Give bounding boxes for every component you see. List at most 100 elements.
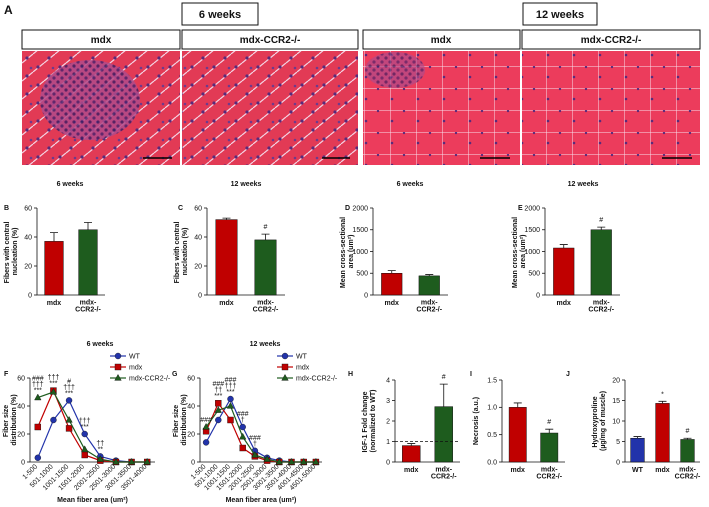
annotation: ### xyxy=(237,411,249,418)
column-box xyxy=(362,29,521,50)
group-title: 12 weeks xyxy=(536,9,584,21)
y-axis-label: Mean cross-sectional area (um²) xyxy=(512,215,527,288)
panel-label: C xyxy=(178,205,183,212)
y-tick-label: 2 xyxy=(386,418,390,425)
data-point xyxy=(215,416,222,424)
data-point xyxy=(251,450,259,458)
data-point xyxy=(312,457,320,465)
error-bar xyxy=(439,383,448,407)
data-point xyxy=(81,445,89,452)
axis xyxy=(29,378,155,463)
annotation: *** xyxy=(49,381,57,388)
data-point xyxy=(275,457,283,465)
y-tick-label: 1500 xyxy=(352,227,368,234)
annotation: †† xyxy=(96,440,104,447)
y-tick-label: 500 xyxy=(528,271,540,278)
y-axis-label: Mean cross-sectional area (um²) xyxy=(340,215,355,288)
data-point xyxy=(287,457,296,465)
column-title: mdx-CCR2-/- xyxy=(240,35,301,46)
y-tick-label: 0 xyxy=(616,459,620,466)
x-tick-label: mdx xyxy=(511,467,526,474)
y-tick-label: 20 xyxy=(17,431,25,438)
panel-label: E xyxy=(518,205,523,212)
data-point xyxy=(227,416,234,424)
error-bar xyxy=(261,233,270,240)
y-tick-label: 60 xyxy=(187,375,195,382)
bar xyxy=(402,445,421,463)
data-point xyxy=(34,423,42,431)
y-tick-label: 5 xyxy=(616,439,620,446)
data-point xyxy=(65,425,73,432)
panel-label: B xyxy=(4,205,9,212)
data-point xyxy=(34,454,42,461)
y-tick-label: 40 xyxy=(187,403,195,410)
legend-label: mdx-CCR2-/- xyxy=(129,376,171,383)
y-tick-label: 0 xyxy=(191,459,195,466)
chart-title: 6 weeks xyxy=(57,181,84,188)
bar xyxy=(434,406,453,463)
legend-marker xyxy=(114,363,122,371)
legend-label: mdx xyxy=(129,365,143,372)
annotation: † xyxy=(253,441,257,448)
error-bar xyxy=(222,217,231,220)
bar xyxy=(44,241,64,296)
annotation: # xyxy=(67,378,71,385)
series-line xyxy=(37,389,148,463)
data-point xyxy=(239,444,246,452)
data-point xyxy=(227,395,234,403)
chart-title: 6 weeks xyxy=(87,341,114,348)
annotation: ### xyxy=(225,377,237,384)
error-bar xyxy=(50,232,58,242)
y-tick-label: 20 xyxy=(194,263,202,270)
error-bar xyxy=(425,274,434,276)
y-tick-label: 0 xyxy=(28,292,32,299)
data-point xyxy=(34,393,42,401)
y-tick-label: 10 xyxy=(612,418,620,425)
bar xyxy=(508,407,527,463)
y-tick-label: 1500 xyxy=(524,227,540,234)
data-point xyxy=(202,422,210,430)
error-bar xyxy=(84,222,92,230)
annotation: *** xyxy=(65,390,73,397)
chart-title: 6 weeks xyxy=(397,181,424,188)
x-tick-label: mdx-CCR2-/- xyxy=(536,467,562,481)
y-tick-label: 500 xyxy=(356,271,368,278)
y-tick-label: 0.5 xyxy=(487,432,497,439)
x-tick-label: mdx-CCR2-/- xyxy=(75,300,101,314)
y-tick-label: 0.0 xyxy=(487,459,497,466)
y-tick-label: 0 xyxy=(536,292,540,299)
panel-label: J xyxy=(566,371,570,378)
error-bar xyxy=(658,400,667,404)
annotation: † xyxy=(241,417,245,424)
y-tick-label: 60 xyxy=(194,205,202,212)
x-tick-label: WT xyxy=(632,467,644,474)
y-axis-label: IGF-1 Fold change (normalized to WT) xyxy=(362,389,377,452)
annotation: # xyxy=(442,374,446,381)
y-tick-label: 20 xyxy=(187,431,195,438)
column-title: mdx xyxy=(91,35,112,46)
header-box xyxy=(181,2,259,26)
legend-marker xyxy=(114,352,122,360)
data-point xyxy=(202,439,210,446)
x-tick-label: mdx-CCR2-/- xyxy=(253,300,279,314)
error-bar xyxy=(597,226,606,230)
y-tick-label: 15 xyxy=(612,398,620,405)
annotation: # xyxy=(547,419,551,426)
header-box xyxy=(522,2,598,26)
y-tick-label: 1.0 xyxy=(487,405,497,412)
annotation: ### xyxy=(32,376,44,383)
histology-panel: A 6 weeks 12 weeks mdx mdx-CCR2-/- mdx m… xyxy=(4,2,701,165)
error-bar xyxy=(633,436,642,439)
bar xyxy=(680,439,695,463)
y-tick-label: 40 xyxy=(17,403,25,410)
error-bar xyxy=(407,443,416,446)
bar xyxy=(630,437,645,463)
chart-title: 12 weeks xyxy=(568,181,599,188)
y-axis-label: Necrosis (a.u.) xyxy=(473,397,480,445)
panel-label: G xyxy=(172,371,178,378)
bar xyxy=(215,219,238,296)
y-tick-label: 3 xyxy=(386,398,390,405)
annotation: *** xyxy=(81,424,89,431)
legend-label: WT xyxy=(296,354,308,361)
y-axis-label: Fiber size distribution (%) xyxy=(173,394,188,445)
